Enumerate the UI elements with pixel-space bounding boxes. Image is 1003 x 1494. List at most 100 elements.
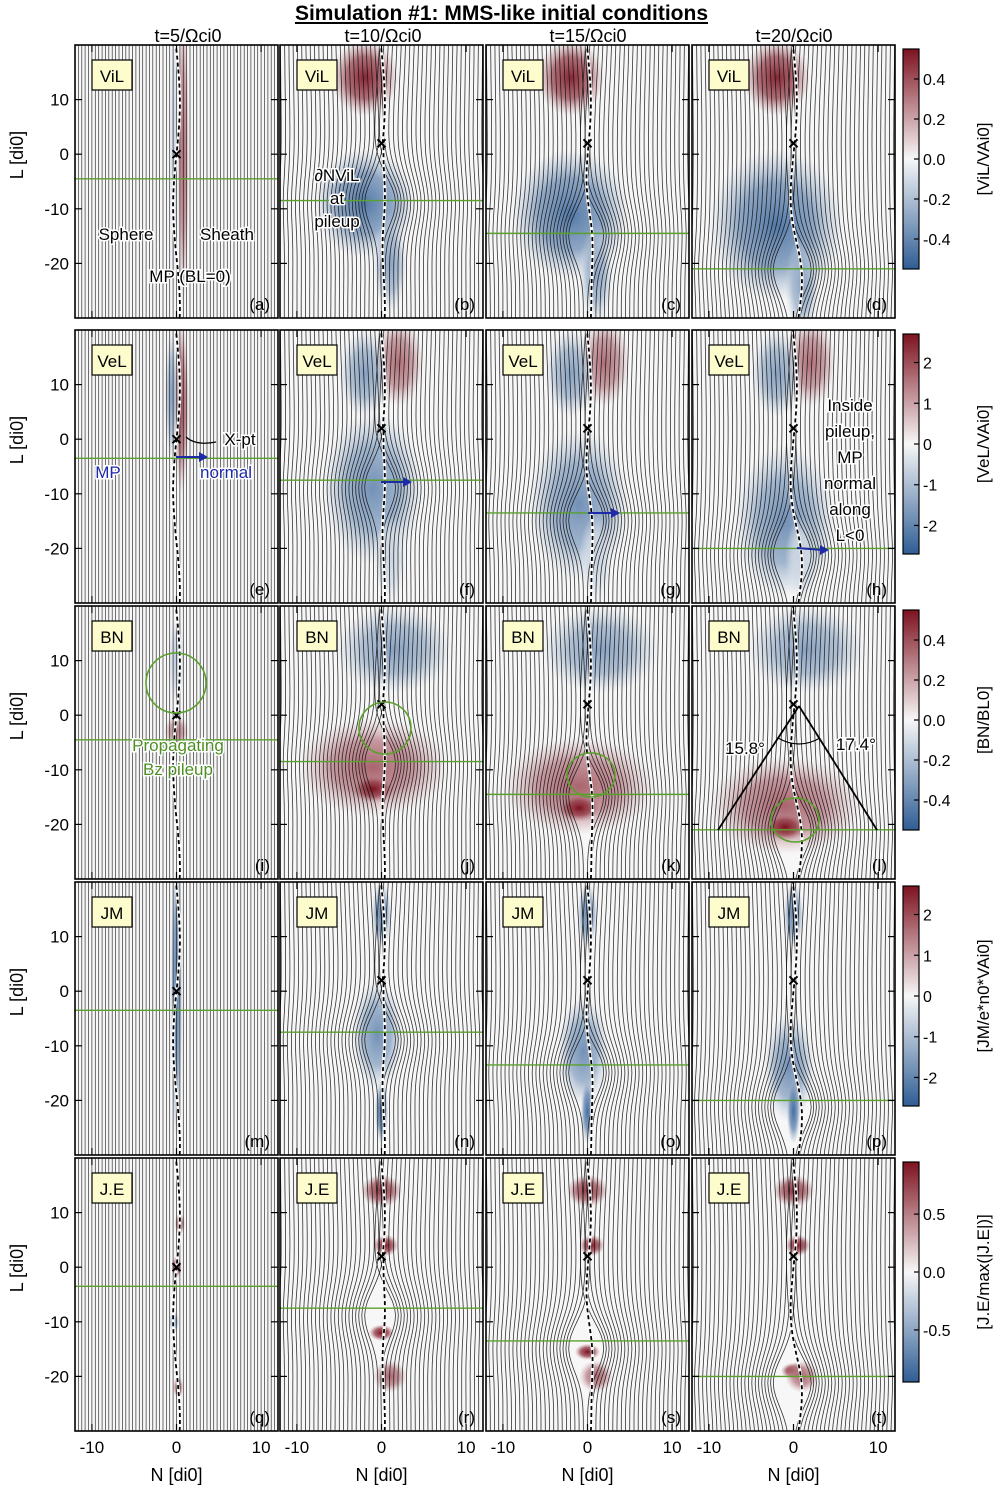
field-line [559,606,577,879]
annotation-inside-2: MP [837,448,863,467]
field-line [282,45,286,318]
field-line [607,606,622,879]
field-line [678,45,683,318]
field-line [379,882,399,1155]
field-line [358,1158,375,1431]
field-line [379,606,399,879]
field-line [598,882,616,1155]
field-line [464,330,468,603]
separatrix-line [789,606,803,879]
panel-letter: (b) [454,295,475,314]
field-line [612,330,626,603]
field-line [464,1158,468,1431]
colorbar-tick-label: -0.5 [923,1323,951,1340]
field-line [858,45,866,318]
field-line [468,606,472,879]
field-line [804,882,823,1155]
field-line [546,330,559,603]
field-line [639,330,648,603]
panel-letter: (k) [661,856,681,875]
field-line [744,45,756,318]
field-line [344,606,357,879]
field-line [361,330,380,603]
y-tick-label: -10 [44,761,69,780]
field-line [751,882,765,1155]
separatrix-line [380,606,386,879]
x-point-marker [376,1251,387,1261]
field-line [446,1158,452,1431]
field-line [665,606,671,879]
field-line [678,606,683,879]
quantity-tag-box [502,344,544,376]
field-line [393,606,408,879]
field-line [652,330,659,603]
x-point-marker [171,149,182,159]
field-line [648,606,655,879]
annotation-angle-left: 15.8° [725,739,765,758]
field-line [472,882,477,1155]
field-line [397,882,412,1155]
field-line [488,1158,492,1431]
field-line [565,882,586,1155]
x-point-marker [582,1251,593,1261]
field-line [496,1158,501,1431]
colormap-region-2 [786,1078,801,1145]
field-line [556,1158,572,1431]
field-line [625,1158,636,1431]
field-line [486,45,488,318]
panel-letter: (c) [661,295,681,314]
field-line [670,1158,675,1431]
field-line [893,330,895,603]
field-line [630,882,640,1155]
field-line [702,882,707,1155]
quantity-tag-label: JM [101,904,124,923]
x-point-marker [788,1251,799,1261]
y-tick-label: 0 [60,982,69,1001]
field-line [754,882,769,1155]
field-line [639,1158,648,1431]
field-line [477,45,481,318]
field-line [594,606,613,879]
field-line [455,45,460,318]
colormap-region-2 [763,813,807,841]
colorbar-tick-label: -1 [923,1030,937,1047]
field-line [831,330,843,603]
field-line [361,606,380,879]
y-tick-label: 10 [50,928,69,947]
colorbar-tick-label: 0 [923,437,932,454]
field-line [694,606,698,879]
x-point-marker [171,1262,182,1272]
panel-4-3 [692,1158,895,1431]
field-line [621,606,633,879]
field-line [492,606,497,879]
y-axis-label: L [di0] [7,1244,27,1292]
colorbar-tick-label: 0.2 [923,112,945,129]
colorbar-tick-label: 1 [923,396,932,413]
y-tick-label: -20 [44,539,69,558]
field-line [831,1158,843,1431]
field-line [594,1158,613,1431]
field-line [889,606,893,879]
x-tick-label: 0 [172,1438,181,1457]
quantity-tag-label: VeL [508,352,537,371]
field-line [420,882,429,1155]
field-line [661,1158,667,1431]
field-line [539,882,550,1155]
quantity-tag-label: VeL [714,352,743,371]
field-line [446,330,452,603]
field-line [818,1158,833,1431]
quantity-tag-box [708,620,750,652]
separatrix-line [380,330,386,603]
field-line [683,882,687,1155]
field-line [616,45,629,318]
field-line [827,45,840,318]
field-line [446,882,452,1155]
field-line [459,606,464,879]
colorbar-tick-label: -2 [923,1070,937,1087]
field-line [420,1158,429,1431]
quantity-tag-box [91,620,133,652]
field-line [694,882,698,1155]
field-line [488,882,492,1155]
field-line [553,882,568,1155]
field-line [411,45,422,318]
